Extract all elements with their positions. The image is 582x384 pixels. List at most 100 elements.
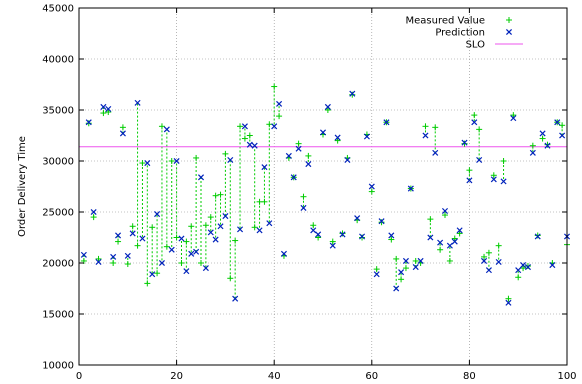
prediction-point [393,285,400,292]
prediction-point [559,132,566,139]
measured-point [305,152,312,159]
measured-point [251,224,258,231]
y-tick-label: 45000 [42,4,74,15]
prediction-point [285,152,292,159]
prediction-point [378,218,385,225]
prediction-point [202,265,209,272]
measured-point [129,223,136,230]
y-tick-label: 20000 [42,259,74,270]
measured-point [246,132,253,139]
prediction-point [490,176,497,183]
prediction-point [290,174,297,181]
measured-point [461,140,468,147]
prediction-point [251,142,258,149]
prediction-point [549,262,556,269]
prediction-point [227,156,234,164]
measured-point [456,230,463,237]
measured-point [466,167,473,174]
prediction-point [534,233,541,240]
measured-point [315,234,322,241]
measured-point [193,154,200,161]
prediction-point [271,123,278,130]
prediction-point [90,208,97,216]
measured-point [515,274,522,281]
measured-point [359,234,366,241]
measured-point [139,160,146,167]
prediction-point [344,156,351,164]
measured-point [217,191,224,198]
measured-point [202,222,209,229]
measured-point [227,275,234,282]
measured-point [349,91,356,98]
prediction-point [437,239,444,246]
prediction-point [417,257,424,264]
prediction-point [427,234,434,241]
prediction-point [232,295,239,302]
measured-point [168,158,175,164]
measured-point [90,214,97,221]
prediction-point [276,100,283,107]
measured-point [510,112,517,119]
measured-point [100,110,107,117]
prediction-point [524,264,531,271]
prediction-point [422,132,429,139]
prediction-point [222,213,229,220]
error-lines [83,86,568,303]
prediction-point [85,119,92,126]
measured-point [158,123,165,130]
prediction-point [407,185,414,192]
prediction-point [544,142,551,149]
prediction-point [339,231,346,238]
grid-lines [79,8,567,365]
measured-point [544,141,551,148]
prediction-point [139,235,146,242]
measured-point [110,260,117,266]
measured-point [237,123,244,130]
prediction-point [115,232,122,239]
prediction-point [319,129,327,136]
prediction-point [124,252,131,259]
measured-point [95,255,102,262]
measured-point [402,265,409,272]
prediction-point [212,236,219,243]
prediction-point [310,227,317,234]
prediction-point [158,259,165,267]
measured-point [451,235,458,242]
legend-cross-mark [505,28,513,36]
prediction-point [324,103,331,110]
prediction-point [144,160,151,167]
measured-point [300,193,307,200]
x-tick-label: 60 [365,371,378,382]
measured-point [432,124,439,131]
prediction-point [461,139,468,146]
measured-point [163,243,170,250]
prediction-point [149,271,156,278]
measured-point [144,280,151,287]
prediction-point [485,267,492,274]
y-tick-label: 25000 [42,208,74,219]
x-tick-label: 100 [557,371,576,382]
legend-symbol-measured [506,17,512,23]
measured-series [80,83,570,302]
measured-point [388,236,395,243]
prediction-point [315,231,322,238]
measured-point [134,242,141,249]
axis-ticks: 0 20 40 60 80 100 10000 15000 20000 25000 30000 350… [42,4,576,383]
measured-point [295,140,302,147]
measured-point [329,238,336,245]
x-tick-label: 40 [268,371,281,382]
prediction-point [119,130,126,137]
prediction-series [80,90,571,306]
prediction-point [481,257,488,264]
prediction-point [451,238,458,245]
y-tick-label: 15000 [42,310,74,321]
measured-point [476,126,483,133]
prediction-point [178,235,185,242]
prediction-point [334,134,341,141]
prediction-point [456,227,463,234]
prediction-point [349,90,356,97]
prediction-point [500,178,507,185]
measured-point [339,230,346,237]
prediction-point [100,103,107,110]
